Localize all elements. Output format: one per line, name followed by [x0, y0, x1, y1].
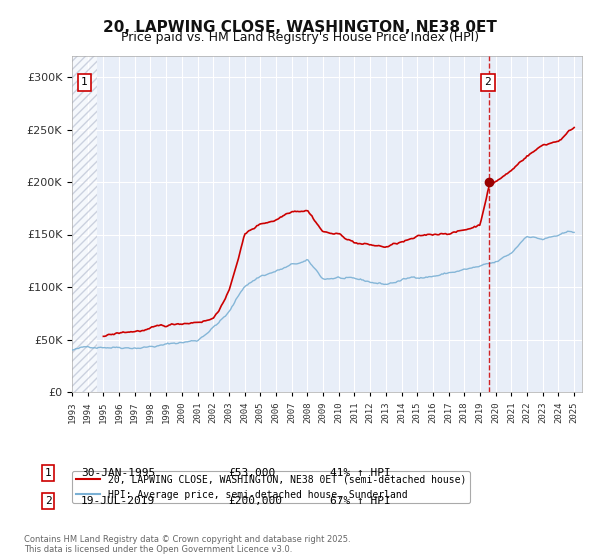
Text: 2: 2: [44, 496, 52, 506]
Legend: 20, LAPWING CLOSE, WASHINGTON, NE38 0ET (semi-detached house), HPI: Average pric: 20, LAPWING CLOSE, WASHINGTON, NE38 0ET …: [72, 471, 470, 503]
Text: £200,000: £200,000: [228, 496, 282, 506]
Text: 2: 2: [484, 77, 491, 87]
Text: Contains HM Land Registry data © Crown copyright and database right 2025.
This d: Contains HM Land Registry data © Crown c…: [24, 535, 350, 554]
Text: 67% ↑ HPI: 67% ↑ HPI: [330, 496, 391, 506]
Text: 1: 1: [81, 77, 88, 87]
Text: 1: 1: [44, 468, 52, 478]
Text: 41% ↑ HPI: 41% ↑ HPI: [330, 468, 391, 478]
Text: £53,000: £53,000: [228, 468, 275, 478]
Text: 20, LAPWING CLOSE, WASHINGTON, NE38 0ET: 20, LAPWING CLOSE, WASHINGTON, NE38 0ET: [103, 20, 497, 35]
Text: 19-JUL-2019: 19-JUL-2019: [81, 496, 155, 506]
Text: Price paid vs. HM Land Registry's House Price Index (HPI): Price paid vs. HM Land Registry's House …: [121, 31, 479, 44]
Text: 30-JAN-1995: 30-JAN-1995: [81, 468, 155, 478]
Bar: [72, 56, 97, 392]
